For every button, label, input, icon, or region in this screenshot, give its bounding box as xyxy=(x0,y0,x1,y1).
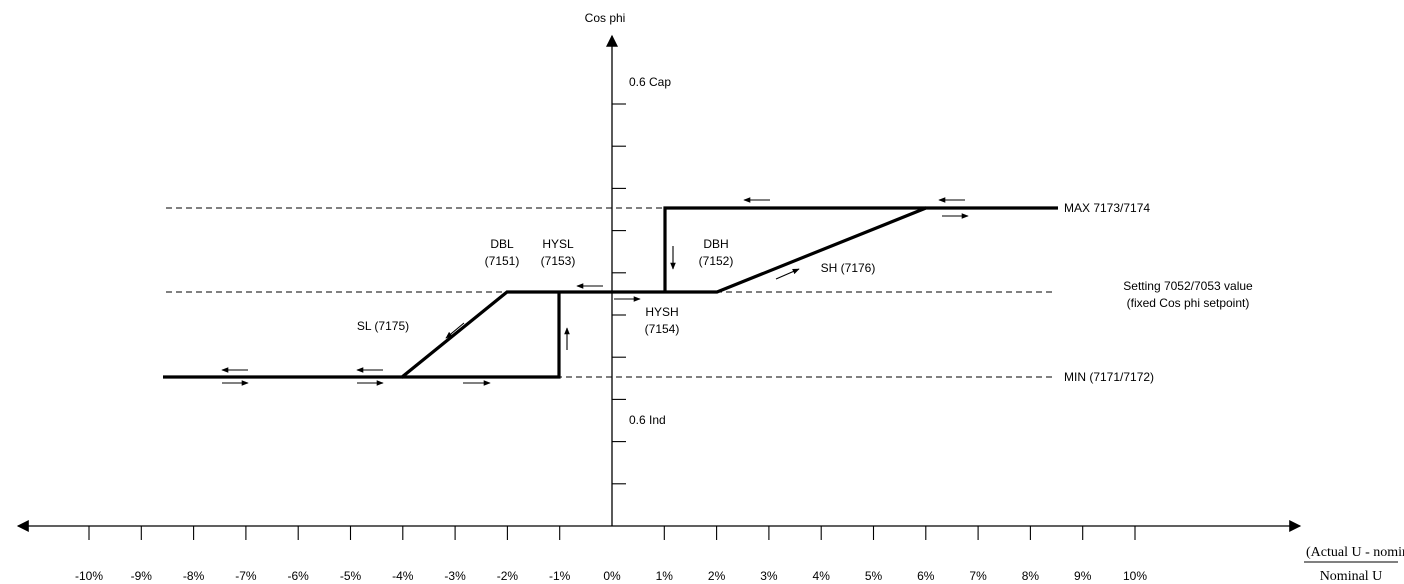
hysh-label: HYSH xyxy=(645,305,678,319)
dbh-label: DBH xyxy=(703,237,728,251)
direction-arrows xyxy=(221,197,969,386)
x-tick-label: 5% xyxy=(865,569,883,583)
x-tick-label: -3% xyxy=(444,569,466,583)
low-branch xyxy=(163,206,1058,379)
setting-label-line2: (fixed Cos phi setpoint) xyxy=(1127,296,1250,310)
x-tick-label: -4% xyxy=(392,569,414,583)
curve-labels: MAX 7173/7174 Setting 7052/7053 value (f… xyxy=(357,201,1253,384)
x-axis-ticks xyxy=(88,526,1136,540)
dbl-code-label: (7151) xyxy=(485,254,520,268)
x-tick-label: 3% xyxy=(760,569,778,583)
y-tick-label-cap: 0.6 Cap xyxy=(629,75,671,89)
y-axis-ticks xyxy=(612,103,626,485)
x-tick-label: 10% xyxy=(1123,569,1147,583)
x-tick-label: 4% xyxy=(813,569,831,583)
hysl-code-label: (7153) xyxy=(541,254,576,268)
sl-label: SL (7175) xyxy=(357,319,409,333)
hysl-step xyxy=(402,292,561,379)
y-axis-label: Cos phi xyxy=(585,11,626,25)
x-axis-formula: (Actual U - nominal U) *100 Nominal U xyxy=(1304,545,1404,584)
arrow-down-sl xyxy=(445,322,465,339)
x-axis-tick-labels: -10% -9% -8% -7% -6% -5% -4% -3% -2% -1% 0% 1% 2% 3% 4… xyxy=(75,569,1147,583)
hysh-code-label: (7154) xyxy=(645,322,680,336)
x-tick-label: 6% xyxy=(917,569,935,583)
formula-numerator: (Actual U - nominal U) *100 xyxy=(1306,545,1404,560)
characteristic-curve xyxy=(163,206,1058,379)
x-tick-label: 1% xyxy=(656,569,674,583)
max-label: MAX 7173/7174 xyxy=(1064,201,1150,215)
x-tick-label: 0% xyxy=(603,569,621,583)
x-tick-label: 7% xyxy=(969,569,987,583)
axes xyxy=(16,34,1302,532)
x-tick-label: -6% xyxy=(288,569,310,583)
x-tick-label: -7% xyxy=(235,569,257,583)
min-label: MIN (7171/7172) xyxy=(1064,370,1154,384)
x-tick-label: -8% xyxy=(183,569,205,583)
x-tick-label: 8% xyxy=(1022,569,1040,583)
x-tick-label: 2% xyxy=(708,569,726,583)
formula-denominator: Nominal U xyxy=(1320,569,1383,584)
x-tick-label: -2% xyxy=(497,569,519,583)
y-tick-label-ind: 0.6 Ind xyxy=(629,413,666,427)
hysl-label: HYSL xyxy=(542,237,574,251)
x-tick-label: -1% xyxy=(549,569,571,583)
sh-label: SH (7176) xyxy=(821,261,876,275)
x-tick-label: -5% xyxy=(340,569,362,583)
x-tick-label: -9% xyxy=(131,569,153,583)
arrow-up-sh xyxy=(775,268,800,280)
dbh-code-label: (7152) xyxy=(699,254,734,268)
x-tick-label: 9% xyxy=(1074,569,1092,583)
hysh-step xyxy=(663,206,926,292)
dbl-label: DBL xyxy=(490,237,514,251)
x-tick-label: -10% xyxy=(75,569,103,583)
setting-label-line1: Setting 7052/7053 value xyxy=(1123,279,1253,293)
